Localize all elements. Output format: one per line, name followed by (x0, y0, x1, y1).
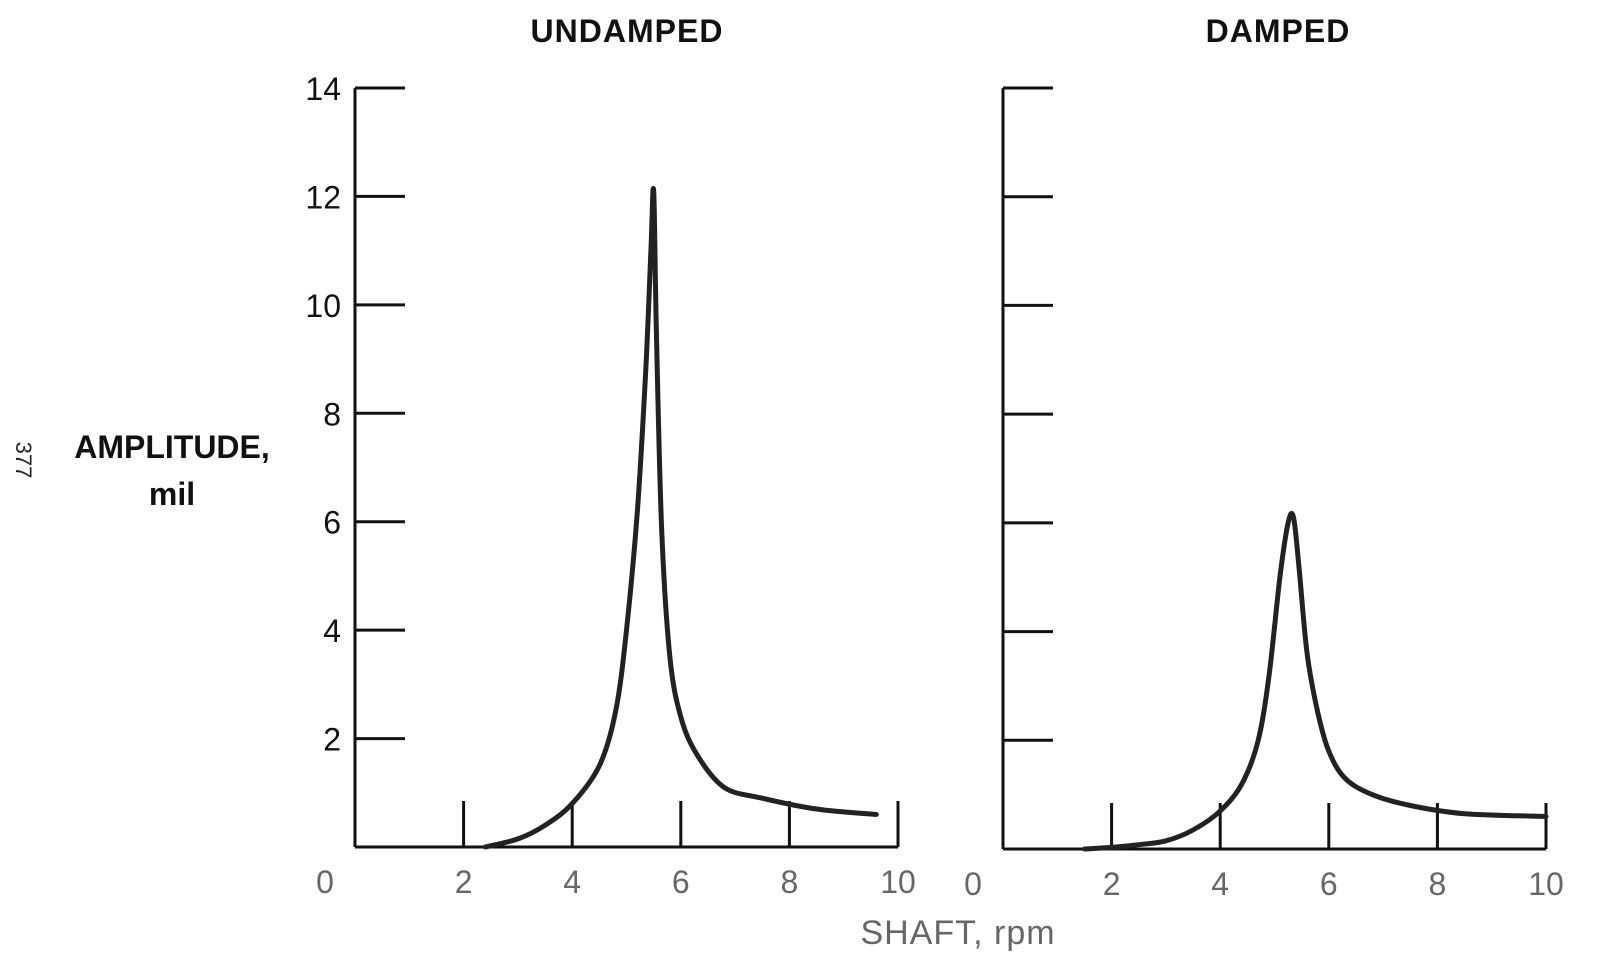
undamped-amplitude-curve (482, 186, 879, 850)
panel-title-undamped: UNDAMPED (531, 13, 724, 49)
y-tick-label: 14 (305, 71, 341, 107)
damped-x-tick-label: 4 (1211, 866, 1229, 902)
damped-x-tick-label: 10 (1528, 866, 1564, 902)
y-tick-label: 12 (305, 179, 341, 215)
panel-title-damped: DAMPED (1206, 13, 1351, 49)
y-tick-label: 6 (323, 505, 341, 541)
damped-x-tick-label: 2 (1103, 866, 1121, 902)
y-tick-label: 8 (323, 396, 341, 432)
undamped-x-tick-label: 8 (781, 864, 799, 900)
y-axis-label-line-1: AMPLITUDE, (74, 429, 270, 465)
undamped-x-tick-label: 2 (455, 864, 473, 900)
undamped-panel: UNDAMPED 2 4 6 8 10 12 14 0 2 4 6 8 10 (305, 13, 915, 900)
y-tick-label: 10 (305, 288, 341, 324)
y-axis-label-line-2: mil (149, 476, 195, 512)
undamped-x-tick-label: 0 (316, 864, 334, 900)
undamped-x-tick-label: 4 (563, 864, 581, 900)
x-axis-label: SHAFT, rpm (860, 914, 1055, 952)
y-tick-label: 2 (323, 722, 341, 758)
damped-panel: DAMPED 0 2 4 6 8 10 (964, 13, 1564, 902)
y-tick-label: 4 (323, 613, 341, 649)
damped-x-tick-label: 8 (1429, 866, 1447, 902)
damped-amplitude-curve (1082, 510, 1549, 852)
undamped-x-tick-label: 6 (672, 864, 690, 900)
undamped-x-tick-label: 10 (880, 864, 916, 900)
damped-axes: 0 2 4 6 8 10 (964, 86, 1564, 902)
damped-marks (1082, 510, 1549, 852)
damped-x-tick-label: 6 (1320, 866, 1338, 902)
undamped-axes: 2 4 6 8 10 12 14 0 2 4 6 8 10 (305, 71, 915, 900)
page-number: 377 (11, 442, 36, 479)
undamped-marks (482, 186, 879, 850)
damped-x-tick-label: 0 (964, 866, 982, 902)
